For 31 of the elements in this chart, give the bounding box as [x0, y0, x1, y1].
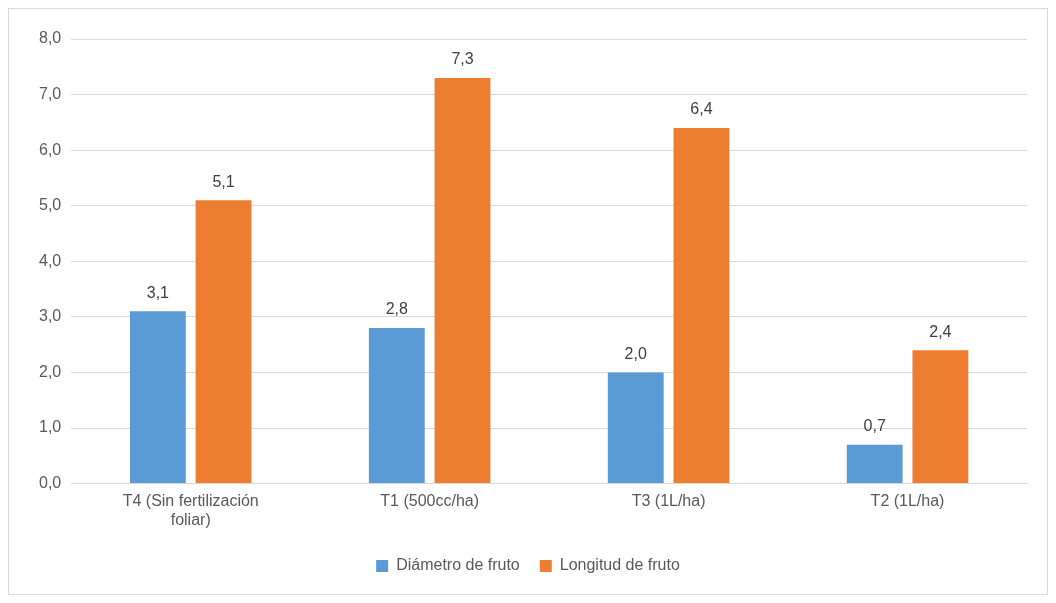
y-tick-label: 5,0 [38, 196, 62, 214]
legend-label: Longitud de fruto [559, 556, 680, 574]
y-tick-label: 2,0 [38, 362, 62, 380]
y-tick-label: 3,0 [38, 307, 62, 325]
y-tick-label: 7,0 [38, 84, 62, 102]
bar [368, 327, 425, 484]
legend-label: Diámetro de fruto [396, 556, 520, 574]
data-label: 7,3 [451, 50, 474, 68]
y-tick-label: 1,0 [38, 418, 62, 436]
x-tick-label: T1 (500cc/ha) [380, 491, 480, 509]
data-label: 2,8 [385, 300, 409, 318]
bar [673, 127, 730, 484]
data-label: 0,7 [863, 417, 886, 435]
y-tick-label: 0,0 [38, 474, 62, 492]
x-tick-label: T3 (1L/ha) [631, 491, 706, 509]
bar [912, 350, 969, 484]
data-label: 6,4 [690, 100, 713, 118]
data-label: 3,1 [146, 283, 170, 301]
bar [129, 311, 186, 484]
bar [434, 77, 491, 484]
data-label: 2,4 [929, 322, 952, 340]
bar [607, 372, 664, 484]
bar [195, 200, 252, 484]
x-tick-label: T2 (1L/ha) [870, 491, 945, 509]
bar [846, 444, 903, 484]
y-tick-label: 8,0 [38, 29, 62, 47]
data-label: 2,0 [624, 344, 647, 362]
y-tick-label: 4,0 [38, 251, 62, 269]
y-tick-label: 6,0 [38, 140, 62, 158]
x-tick-label: T4 (Sin fertilización foliar) [122, 491, 259, 528]
data-label: 5,1 [212, 172, 235, 190]
